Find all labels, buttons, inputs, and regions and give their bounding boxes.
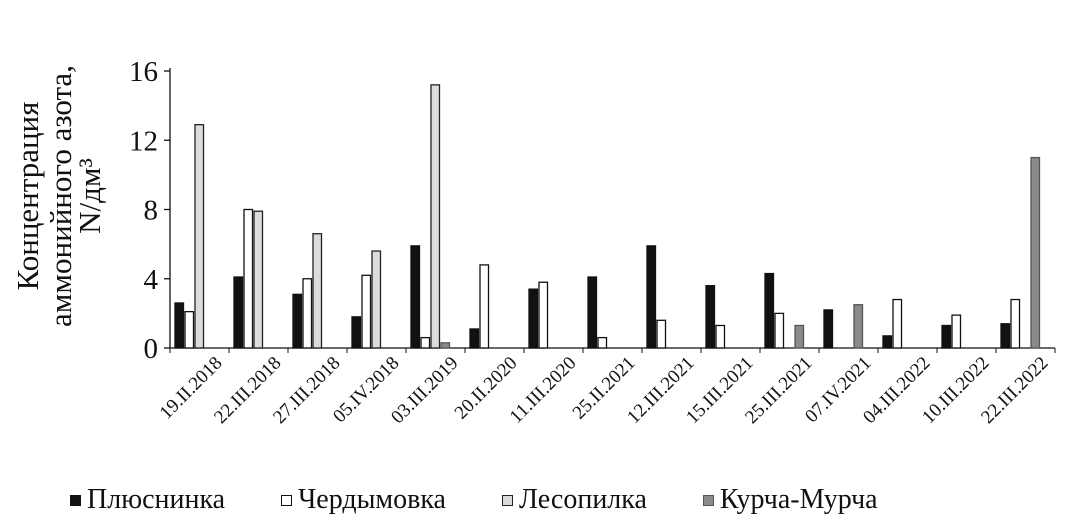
- y-tick-label: 12: [129, 125, 158, 157]
- bar: [528, 288, 539, 349]
- y-ticks: 0 4 8 12 16: [129, 56, 170, 365]
- bar: [1000, 323, 1011, 349]
- bar: [764, 272, 775, 349]
- bar: [715, 324, 726, 349]
- bar: [646, 245, 657, 349]
- bar: [243, 208, 254, 349]
- bar: [774, 312, 785, 349]
- bar: [174, 302, 185, 349]
- legend-label: Лесопилка: [518, 484, 647, 515]
- bars: [174, 84, 1041, 349]
- bar: [253, 210, 264, 349]
- bar: [361, 274, 372, 349]
- bar: [371, 250, 382, 349]
- legend-item: Плюснинка: [70, 484, 225, 516]
- legend: Плюснинка Чердымовка Лесопилка Курча-Мурча: [70, 478, 1080, 522]
- y-tick-label: 4: [144, 264, 159, 296]
- bar: [941, 324, 952, 349]
- bar: [853, 304, 864, 349]
- bar: [312, 233, 323, 349]
- bar: [587, 276, 598, 349]
- bar: [302, 278, 313, 349]
- bar: [479, 264, 490, 349]
- legend-swatch: [702, 494, 714, 506]
- bar: [1010, 298, 1021, 349]
- bar: [597, 336, 608, 349]
- legend-label: Чердымовка: [298, 484, 446, 515]
- legend-label: Курча-Мурча: [719, 484, 878, 515]
- bar: [705, 285, 716, 349]
- y-tick-label: 8: [144, 195, 159, 227]
- bar: [882, 335, 893, 349]
- y-axis-label-line: N/дм³: [72, 158, 107, 234]
- legend-item: Чердымовка: [281, 484, 446, 516]
- legend-swatch: [501, 494, 513, 506]
- bar: [292, 293, 303, 349]
- bar: [184, 310, 195, 349]
- legend-item: Курча-Мурча: [702, 484, 878, 516]
- bar: [194, 124, 205, 349]
- bar: [410, 245, 421, 349]
- bar: [794, 324, 805, 349]
- bar: [538, 281, 549, 349]
- y-axis-label-line: Концентрация: [10, 102, 45, 291]
- legend-swatch: [70, 494, 81, 506]
- bar: [951, 314, 962, 349]
- legend-swatch: [281, 494, 293, 506]
- bar: [656, 319, 667, 349]
- x-ticks: 19.II.201822.III.201827.III.201805.IV.20…: [156, 348, 1056, 428]
- bar: [440, 342, 451, 349]
- bar: [351, 316, 362, 349]
- legend-item: Лесопилка: [501, 484, 647, 516]
- y-tick-label: 0: [144, 333, 159, 365]
- bar: [823, 309, 834, 349]
- bar: [233, 276, 244, 349]
- y-axis-label-line: аммонийного азота,: [43, 65, 78, 327]
- bar: [420, 336, 431, 349]
- bar: [892, 298, 903, 349]
- bar: [1030, 156, 1041, 349]
- bar: [469, 328, 480, 349]
- y-tick-label: 16: [129, 56, 158, 88]
- bar: [430, 84, 441, 349]
- legend-label: Плюснинка: [87, 484, 226, 515]
